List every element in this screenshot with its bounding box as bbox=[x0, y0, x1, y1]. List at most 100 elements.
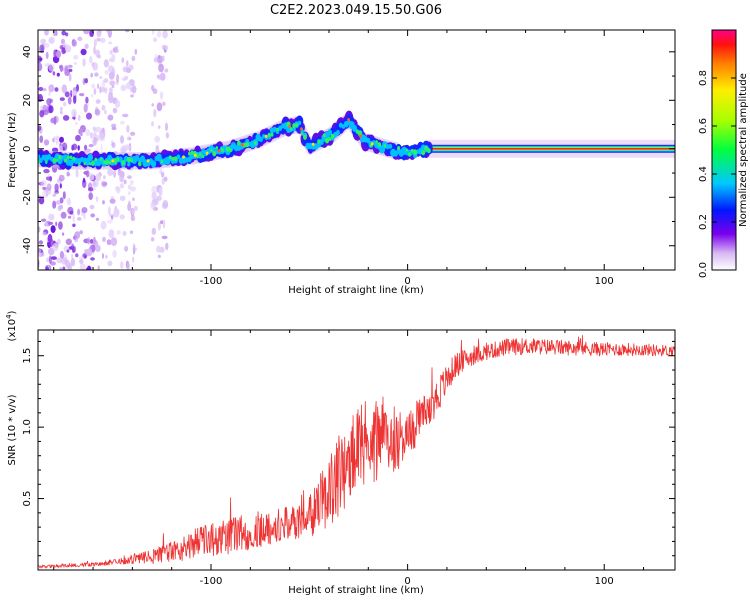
spectrogram-noise-blob bbox=[108, 95, 114, 104]
spectrogram-ridge-blob bbox=[408, 152, 412, 157]
spectrogram-noise-blob bbox=[60, 106, 63, 111]
spectrogram-noise-blob bbox=[121, 77, 127, 81]
spectrogram-noise-blob bbox=[120, 135, 124, 144]
spectrogram-ridge-blob bbox=[91, 160, 95, 166]
spectrogram-ridge-blob bbox=[56, 158, 59, 162]
spectrogram-noise-blob bbox=[156, 74, 160, 79]
spectrogram-ridge-blob bbox=[190, 150, 194, 155]
spectrogram-noise-blob bbox=[128, 191, 131, 196]
spectrogram-noise-blob bbox=[48, 105, 54, 114]
spectrogram-noise-blob bbox=[62, 232, 65, 236]
spectrogram-noise-blob bbox=[85, 248, 93, 257]
snr-frame bbox=[37, 329, 676, 571]
spectrogram-noise-blob bbox=[77, 217, 82, 221]
spectrogram-noise-blob bbox=[48, 63, 55, 72]
snr-series-line bbox=[38, 335, 675, 569]
spectrogram-noise-blob bbox=[71, 39, 77, 47]
spectrogram-noise-blob bbox=[72, 223, 76, 228]
spectrogram-ridge-blob bbox=[46, 153, 52, 160]
spectrogram-noise-blob bbox=[74, 231, 81, 240]
spectrogram-noise-blob bbox=[84, 144, 88, 151]
spectrogram-noise-blob bbox=[89, 239, 94, 244]
spectrogram-ridge-blob bbox=[377, 142, 382, 147]
spectrogram-ridge-blob bbox=[225, 146, 230, 152]
y-tick-label: 20 bbox=[22, 94, 33, 107]
spectrogram-noise-blob bbox=[111, 84, 115, 89]
spectrogram-noise-blob bbox=[158, 54, 160, 59]
spectrogram-noise-blob bbox=[47, 173, 51, 178]
spectrogram-noise-blob bbox=[162, 30, 168, 39]
spectrogram-noise-blob bbox=[86, 265, 92, 270]
spectrogram-noise-blob bbox=[79, 128, 83, 133]
spectrogram-noise-blob bbox=[79, 230, 83, 235]
spectrogram-noise-blob bbox=[55, 50, 62, 58]
spectrogram-noise-blob bbox=[97, 54, 101, 59]
spectrogram-ridge bbox=[38, 110, 675, 171]
spectrogram-noise-blob bbox=[40, 38, 46, 44]
spectrogram-noise-blob bbox=[94, 72, 99, 77]
spectrogram-noise-blob bbox=[61, 30, 66, 36]
spectrogram-ridge-blob bbox=[322, 133, 326, 138]
spectrogram-noise-blob bbox=[54, 87, 59, 92]
spectrogram-noise-blob bbox=[60, 211, 67, 219]
spectrogram-ridge-blob bbox=[330, 133, 335, 139]
spectrogram-noise-blob bbox=[80, 48, 87, 56]
spectrogram-noise-blob bbox=[52, 137, 55, 143]
spectrogram-noise-blob bbox=[110, 215, 114, 220]
spectrogram-noise-blob bbox=[127, 184, 131, 190]
colorbar-ticks: 0.0 0.2 0.4 0.6 0.8 bbox=[698, 70, 736, 278]
spectrogram-noise-blob bbox=[44, 42, 50, 48]
spectrogram-ridge-blob bbox=[52, 158, 57, 163]
spectrogram-noise-blob bbox=[80, 132, 83, 137]
spectrogram-ridge-blob bbox=[126, 156, 131, 163]
spectrogram-hot-spot bbox=[193, 153, 197, 157]
spectrogram-hot-spot bbox=[241, 143, 244, 147]
spectrogram-noise-blob bbox=[39, 44, 44, 53]
spectrogram-noise-blob bbox=[161, 44, 167, 50]
spectrogram-ridge-blob bbox=[301, 132, 304, 136]
spectrogram-noise-blob bbox=[58, 174, 65, 182]
spectrogram-noise-blob bbox=[156, 102, 163, 112]
spectrogram-noise-blob bbox=[165, 122, 168, 132]
spectrogram-noise-blob bbox=[56, 72, 60, 77]
spectrogram-noise-blob bbox=[109, 87, 113, 94]
spectrogram-noise-blob bbox=[129, 87, 133, 93]
spectrogram-hot-spot bbox=[264, 134, 268, 138]
x-tick-label: -100 bbox=[200, 276, 223, 287]
spectrogram-noise-blob bbox=[100, 37, 106, 43]
spectrogram-ridge-blob bbox=[352, 124, 357, 132]
spectrogram-noise-blob bbox=[127, 200, 131, 209]
spectrogram-ridge-blob bbox=[245, 142, 250, 148]
spectrogram-noise-blob bbox=[107, 114, 114, 121]
spectrogram-noise-blob bbox=[73, 61, 78, 65]
spectrogram-noise-blob bbox=[92, 62, 99, 71]
spectrogram-noise-blob bbox=[89, 56, 93, 64]
spectrogram-noise-blob bbox=[102, 200, 105, 205]
spectrogram-noise-blob bbox=[85, 170, 90, 178]
spectrogram-noise-blob bbox=[59, 136, 64, 143]
spectrogram-noise-blob bbox=[116, 230, 121, 235]
spectrogram-noise-blob bbox=[77, 114, 81, 121]
spectrogram-noise-blob bbox=[103, 59, 109, 68]
spectrogram-noise-blob bbox=[62, 43, 68, 48]
spectrogram-noise-blob bbox=[39, 110, 45, 118]
spectrogram-noise-blob bbox=[59, 145, 63, 153]
spectrogram-noise-blob bbox=[90, 257, 95, 261]
spectrogram-noise-blob bbox=[94, 109, 101, 116]
spectrogram-noise-blob bbox=[40, 252, 45, 257]
spectrogram-noise-blob bbox=[97, 265, 100, 270]
spectrogram-ridge-blob bbox=[229, 148, 233, 153]
spectrogram-ridge-blob bbox=[196, 154, 200, 159]
spectrogram-noise-blob bbox=[46, 183, 52, 191]
spectrogram-noise-blob bbox=[114, 99, 121, 109]
spectrogram-noise-blob bbox=[111, 53, 116, 63]
spectrogram-noise-blob bbox=[75, 121, 78, 126]
spectrogram-ridge-blob bbox=[78, 162, 81, 166]
spectrogram-noise-blob bbox=[84, 78, 88, 84]
spectrogram-noise-blob bbox=[79, 258, 84, 265]
spectrogram-noise-blob bbox=[126, 60, 129, 67]
spectrogram-ridge-blob bbox=[397, 146, 401, 151]
spectrogram-ridge-blob bbox=[113, 158, 118, 164]
spectrogram-noise-blob bbox=[53, 116, 57, 125]
spectrogram-noise-blob bbox=[95, 244, 101, 252]
